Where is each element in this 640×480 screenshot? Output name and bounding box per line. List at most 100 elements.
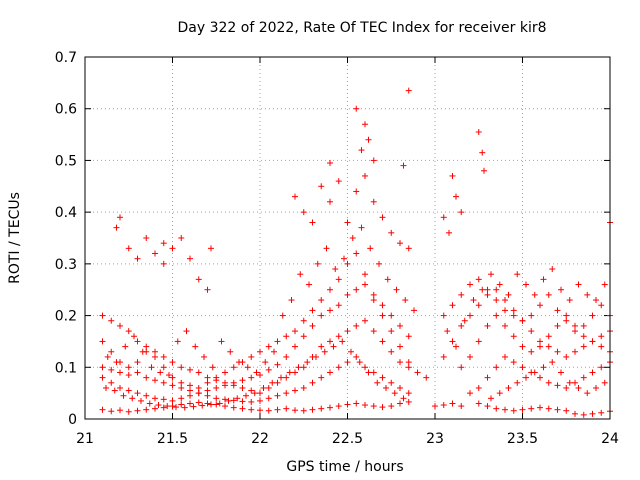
- data-point: [187, 387, 193, 394]
- data-point: [125, 408, 132, 415]
- data-point: [138, 397, 144, 404]
- data-point: [117, 214, 123, 221]
- data-point: [248, 406, 255, 413]
- data-point: [537, 374, 543, 381]
- data-point: [537, 338, 543, 345]
- data-point: [190, 403, 197, 410]
- data-point: [183, 328, 190, 335]
- data-point: [475, 384, 482, 391]
- data-point: [204, 374, 211, 381]
- data-point: [222, 369, 228, 376]
- data-point: [601, 281, 608, 288]
- data-point: [362, 121, 368, 128]
- plot-frame: [84, 56, 611, 420]
- data-point: [531, 291, 538, 298]
- x-tick-label: 23: [426, 431, 444, 447]
- data-point: [253, 369, 260, 376]
- data-point: [134, 255, 141, 262]
- data-point: [108, 366, 115, 373]
- data-point: [178, 364, 185, 371]
- data-point: [321, 348, 328, 355]
- data-point: [330, 343, 337, 350]
- data-point: [365, 136, 372, 143]
- data-point: [178, 384, 185, 391]
- data-point: [279, 312, 286, 319]
- data-point: [519, 317, 526, 324]
- data-point: [297, 271, 304, 278]
- data-point: [344, 260, 351, 267]
- x-tick-label: 21: [76, 431, 94, 447]
- data-point: [440, 312, 447, 319]
- data-point: [470, 297, 477, 304]
- data-point: [475, 302, 482, 309]
- data-point: [157, 369, 164, 376]
- data-point: [125, 372, 132, 379]
- data-point: [230, 364, 237, 371]
- data-point: [432, 403, 438, 410]
- data-point: [318, 343, 325, 350]
- data-point: [397, 359, 403, 366]
- data-point: [286, 369, 293, 376]
- data-point: [309, 322, 316, 329]
- data-point: [370, 369, 377, 376]
- data-point: [379, 312, 386, 319]
- data-point: [502, 353, 508, 360]
- data-point: [111, 387, 118, 394]
- data-point: [117, 407, 123, 414]
- grid: [85, 57, 610, 419]
- data-point: [461, 317, 468, 324]
- data-point: [531, 369, 538, 376]
- data-point: [155, 402, 162, 409]
- data-point: [292, 407, 298, 414]
- data-point: [143, 406, 150, 413]
- data-point: [397, 240, 403, 247]
- data-point: [339, 338, 346, 345]
- data-point: [152, 405, 158, 412]
- data-point: [195, 369, 202, 376]
- data-point: [580, 333, 587, 340]
- data-point: [173, 404, 179, 411]
- data-point: [187, 366, 193, 373]
- data-point: [537, 343, 543, 350]
- data-point: [458, 209, 465, 216]
- data-point: [514, 379, 521, 386]
- data-point: [580, 343, 587, 350]
- data-point: [505, 291, 512, 298]
- data-point: [274, 338, 281, 345]
- data-point: [335, 276, 342, 283]
- data-point: [405, 359, 412, 366]
- data-point: [257, 390, 263, 397]
- data-point: [292, 328, 298, 335]
- data-point: [388, 312, 395, 319]
- data-point: [545, 379, 552, 386]
- data-point: [400, 395, 407, 402]
- data-point: [362, 271, 368, 278]
- data-point: [257, 397, 263, 404]
- data-point: [248, 387, 255, 394]
- data-point: [353, 105, 360, 112]
- data-point: [344, 359, 351, 366]
- data-point: [589, 312, 596, 319]
- data-point: [160, 379, 167, 386]
- data-point: [397, 400, 403, 407]
- data-point: [300, 333, 307, 340]
- data-point: [411, 307, 417, 314]
- data-point: [213, 374, 220, 381]
- data-point: [251, 390, 258, 397]
- x-tick-label: 22.5: [332, 431, 363, 447]
- data-point: [388, 403, 395, 410]
- data-point: [572, 379, 578, 386]
- data-point: [295, 364, 302, 371]
- data-point: [248, 398, 255, 405]
- chart-title: Day 322 of 2022, Rate Of TEC Index for r…: [177, 20, 546, 36]
- data-point: [265, 366, 272, 373]
- y-tick-label: 0: [68, 412, 77, 428]
- data-point: [405, 245, 412, 252]
- data-point: [148, 364, 155, 371]
- data-point: [313, 353, 319, 360]
- data-point: [362, 317, 368, 324]
- data-point: [103, 384, 109, 391]
- data-point: [481, 167, 487, 174]
- data-point: [318, 183, 325, 190]
- data-point: [208, 401, 214, 408]
